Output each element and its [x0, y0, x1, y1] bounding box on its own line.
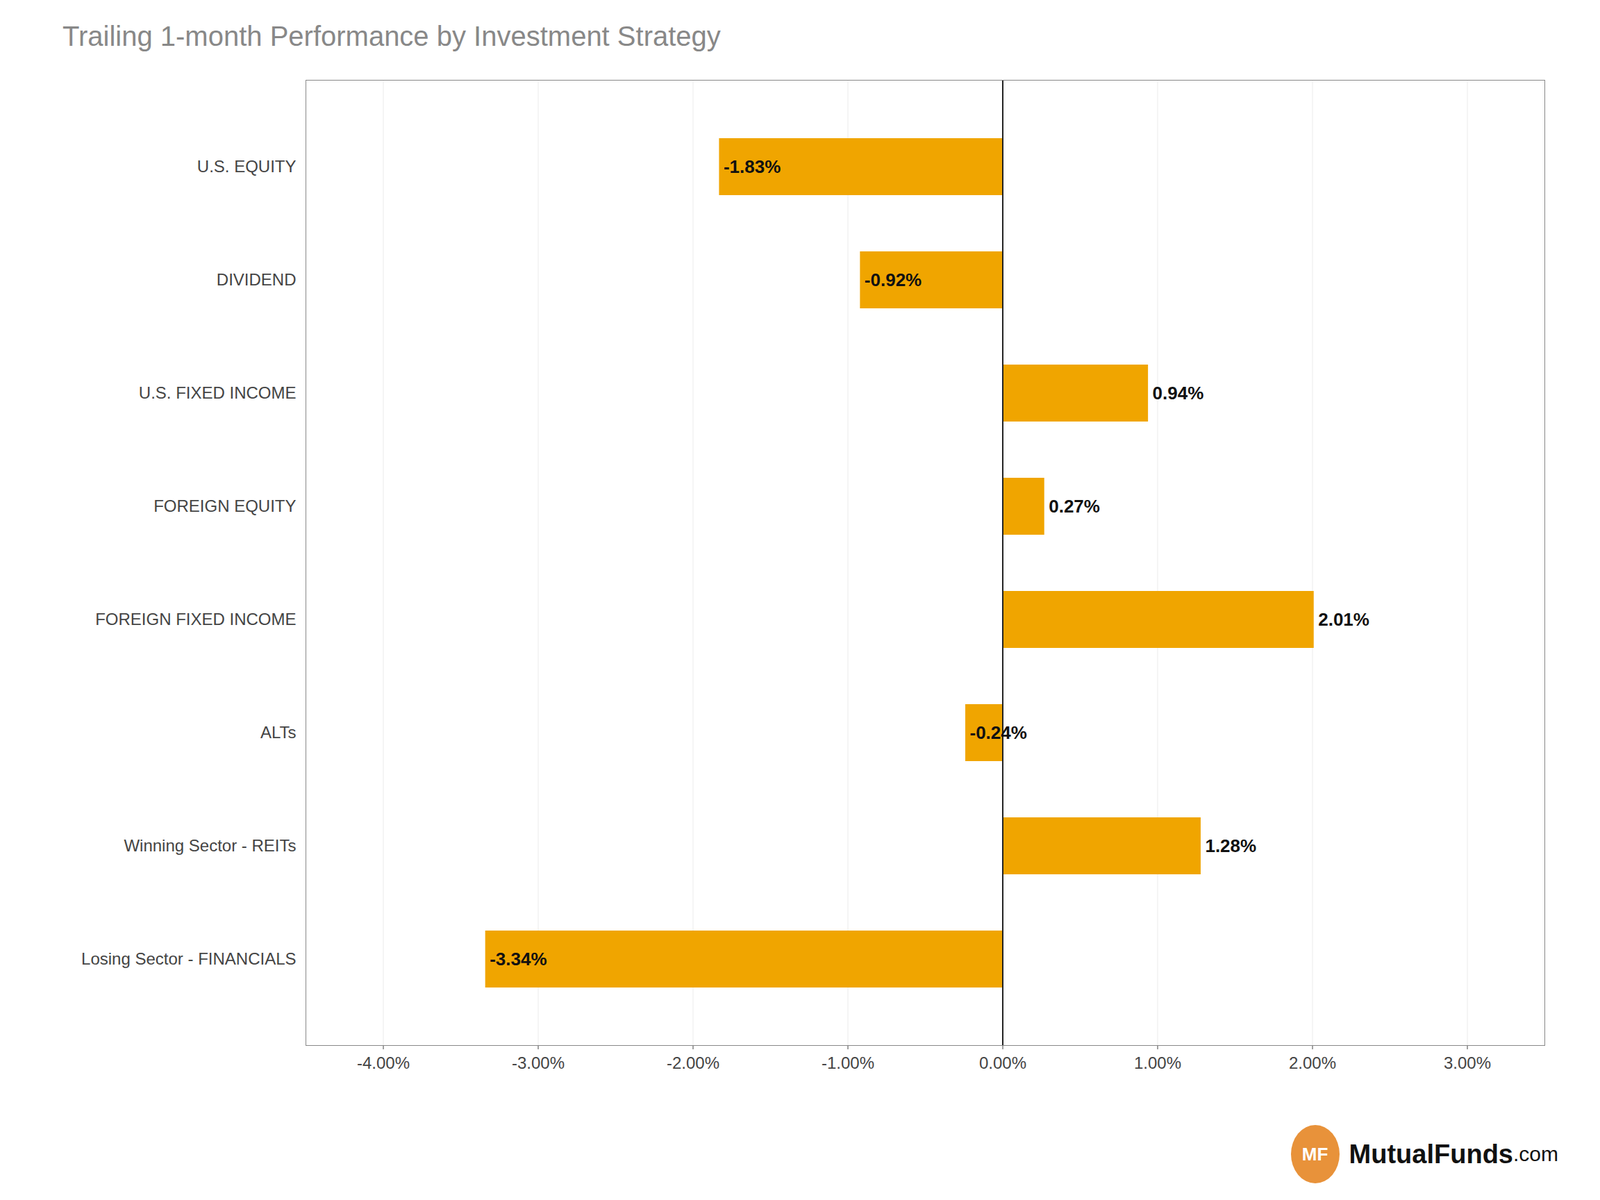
svg-text:FOREIGN FIXED INCOME: FOREIGN FIXED INCOME — [95, 609, 296, 629]
svg-text:-3.34%: -3.34% — [489, 948, 547, 970]
svg-text:Losing Sector - FINANCIALS: Losing Sector - FINANCIALS — [81, 949, 296, 969]
svg-text:Winning Sector - REITs: Winning Sector - REITs — [123, 836, 296, 855]
svg-text:-0.92%: -0.92% — [864, 269, 922, 291]
svg-text:ALTs: ALTs — [260, 722, 297, 742]
svg-text:-3.00%: -3.00% — [511, 1053, 565, 1073]
svg-text:0.94%: 0.94% — [1152, 382, 1205, 404]
svg-text:-1.00%: -1.00% — [821, 1053, 875, 1073]
svg-text:-1.83%: -1.83% — [723, 156, 781, 178]
svg-text:1.00%: 1.00% — [1134, 1053, 1182, 1073]
svg-text:U.S. EQUITY: U.S. EQUITY — [197, 156, 297, 176]
svg-text:2.00%: 2.00% — [1288, 1053, 1337, 1073]
html-text:MutualFunds.com: MutualFunds.com — [1349, 1139, 1559, 1169]
svg-text:2.01%: 2.01% — [1318, 609, 1370, 630]
svg-text:-0.24%: -0.24% — [969, 722, 1027, 744]
svg-text:U.S. FIXED INCOME: U.S. FIXED INCOME — [138, 383, 297, 403]
html-text:MF: MF — [1301, 1143, 1328, 1165]
svg-text:FOREIGN EQUITY: FOREIGN EQUITY — [153, 496, 296, 516]
svg-text:-4.00%: -4.00% — [356, 1053, 410, 1073]
html-text:Trailing 1-month Performance b: Trailing 1-month Performance by Investme… — [62, 20, 721, 52]
svg-text:0.00%: 0.00% — [979, 1053, 1027, 1073]
svg-text:3.00%: 3.00% — [1443, 1053, 1491, 1073]
svg-text:-2.00%: -2.00% — [666, 1053, 720, 1073]
svg-text:1.28%: 1.28% — [1204, 835, 1257, 857]
svg-text:DIVIDEND: DIVIDEND — [216, 270, 297, 289]
svg-text:0.27%: 0.27% — [1048, 495, 1100, 517]
